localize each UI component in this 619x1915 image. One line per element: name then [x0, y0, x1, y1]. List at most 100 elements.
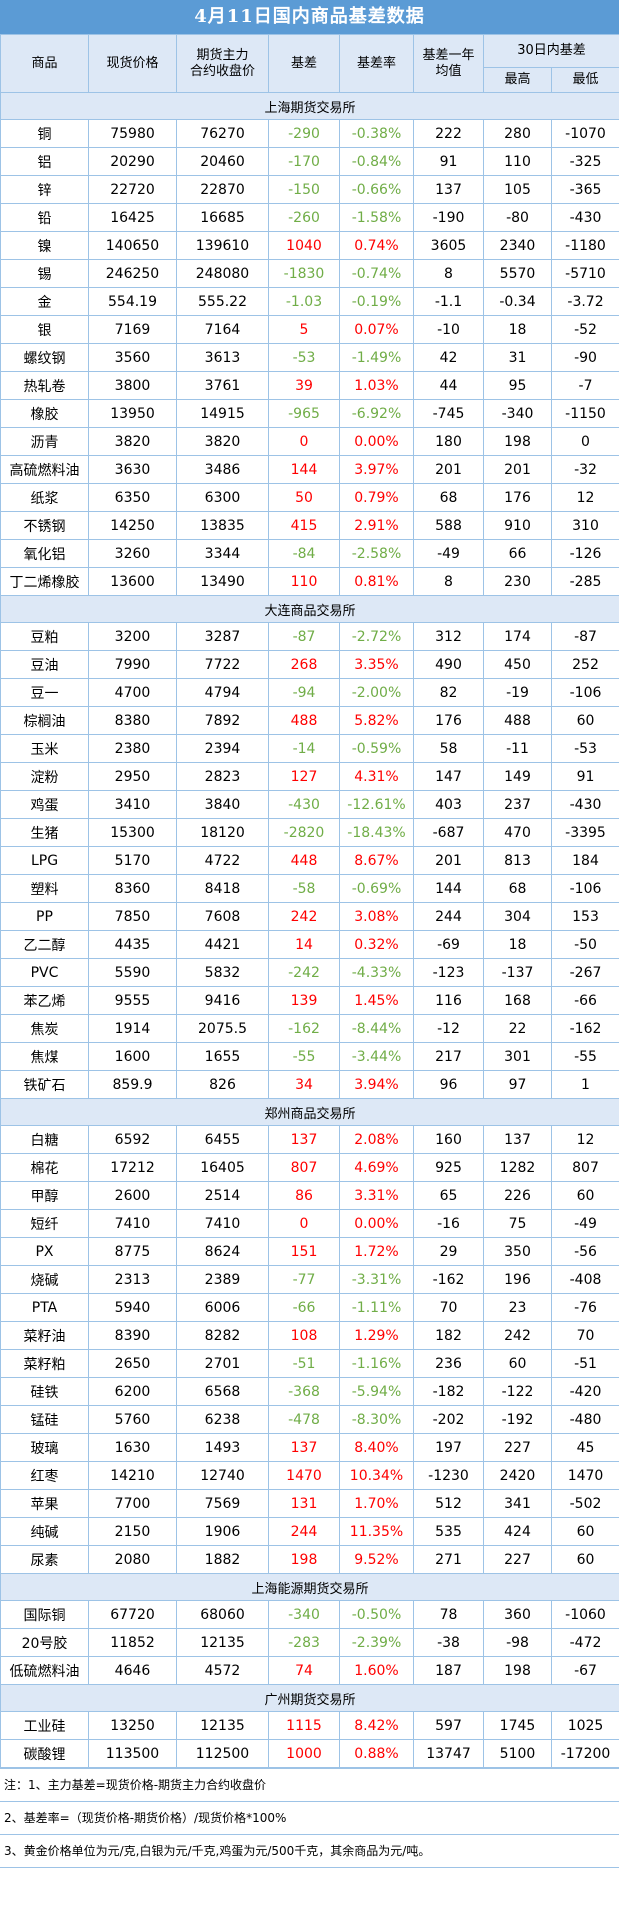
cell-high: 301: [483, 1042, 552, 1071]
cell-name: PTA: [0, 1293, 89, 1322]
cell-spot: 13250: [88, 1711, 177, 1740]
cell-name: 铝: [0, 147, 89, 176]
cell-basis: 144: [268, 455, 340, 484]
cell-spot: 14250: [88, 511, 177, 540]
cell-basis-rate: -5.94%: [339, 1377, 414, 1406]
table-row: 玻璃 1630 1493 137 8.40% 197 227 45: [0, 1433, 619, 1462]
cell-low: -480: [550, 1405, 619, 1434]
cell-futures: 4722: [176, 846, 269, 875]
cell-low: -106: [550, 678, 619, 707]
cell-high: -19: [483, 678, 552, 707]
cell-spot: 4700: [88, 678, 177, 707]
table-row: 菜籽油 8390 8282 108 1.29% 182 242 70: [0, 1321, 619, 1350]
table-row: 甲醇 2600 2514 86 3.31% 65 226 60: [0, 1181, 619, 1210]
cell-basis-rate: 0.07%: [339, 315, 414, 344]
cell-basis: -55: [268, 1042, 340, 1071]
basis-table: 商品 现货价格 期货主力 合约收盘价 基差 基差率 基差一年 均值 30日内基差 最…: [0, 34, 619, 1768]
cell-high: 230: [483, 567, 552, 596]
cell-low: -17200: [550, 1739, 619, 1768]
cell-futures: 7608: [176, 902, 269, 931]
cell-spot: 7990: [88, 650, 177, 679]
cell-high: -11: [483, 734, 552, 763]
cell-futures: 7722: [176, 650, 269, 679]
cell-basis: -1830: [268, 259, 340, 288]
table-row: 豆油 7990 7722 268 3.35% 490 450 252: [0, 650, 619, 679]
cell-futures: 68060: [176, 1600, 269, 1629]
table-row: PVC 5590 5832 -242 -4.33% -123 -137 -267: [0, 958, 619, 987]
table-row: 银 7169 7164 5 0.07% -10 18 -52: [0, 315, 619, 344]
cell-high: -80: [483, 203, 552, 232]
cell-basis-rate: 0.74%: [339, 231, 414, 260]
cell-futures: 2394: [176, 734, 269, 763]
cell-high: 149: [483, 762, 552, 791]
cell-year-avg: 271: [413, 1545, 484, 1574]
cell-spot: 4646: [88, 1656, 177, 1685]
cell-name: 塑料: [0, 874, 89, 903]
table-row: 棉花 17212 16405 807 4.69% 925 1282 807: [0, 1153, 619, 1182]
cell-basis: 139: [268, 986, 340, 1015]
cell-basis: 131: [268, 1489, 340, 1518]
cell-basis: 198: [268, 1545, 340, 1574]
cell-basis: -965: [268, 399, 340, 428]
note-line: 3、黄金价格单位为元/克,白银为元/千克,鸡蛋为元/500千克，其余商品为元/吨…: [0, 1835, 619, 1868]
cell-futures: 2514: [176, 1181, 269, 1210]
cell-basis-rate: -0.50%: [339, 1600, 414, 1629]
cell-basis: -340: [268, 1600, 340, 1629]
cell-low: 1: [550, 1070, 619, 1099]
cell-year-avg: -162: [413, 1265, 484, 1294]
cell-low: 60: [550, 1181, 619, 1210]
cell-basis: -260: [268, 203, 340, 232]
cell-futures: 6238: [176, 1405, 269, 1434]
cell-spot: 16425: [88, 203, 177, 232]
cell-futures: 1882: [176, 1545, 269, 1574]
cell-name: 铅: [0, 203, 89, 232]
cell-spot: 13950: [88, 399, 177, 428]
table-row: 棕榈油 8380 7892 488 5.82% 176 488 60: [0, 706, 619, 735]
cell-year-avg: 44: [413, 371, 484, 400]
cell-high: -122: [483, 1377, 552, 1406]
table-row: 20号胶 11852 12135 -283 -2.39% -38 -98 -472: [0, 1628, 619, 1657]
cell-basis-rate: -4.33%: [339, 958, 414, 987]
cell-futures: 16405: [176, 1153, 269, 1182]
cell-basis: 39: [268, 371, 340, 400]
table-row: 锰硅 5760 6238 -478 -8.30% -202 -192 -480: [0, 1405, 619, 1434]
cell-basis: -51: [268, 1349, 340, 1378]
cell-low: -51: [550, 1349, 619, 1378]
cell-name: 菜籽油: [0, 1321, 89, 1350]
cell-basis: 127: [268, 762, 340, 791]
cell-spot: 2600: [88, 1181, 177, 1210]
cell-basis-rate: 0.79%: [339, 483, 414, 512]
basis-report: 4月11日国内商品基差数据 商品 现货价格 期货主力 合约收盘价 基差 基差率 基…: [0, 0, 619, 1868]
cell-low: -420: [550, 1377, 619, 1406]
cell-name: 橡胶: [0, 399, 89, 428]
cell-high: 910: [483, 511, 552, 540]
cell-spot: 859.9: [88, 1070, 177, 1099]
cell-low: -472: [550, 1628, 619, 1657]
cell-low: -1070: [550, 119, 619, 148]
exchange-row: 大连商品交易所: [0, 595, 619, 623]
cell-name: 银: [0, 315, 89, 344]
table-row: 淀粉 2950 2823 127 4.31% 147 149 91: [0, 762, 619, 791]
cell-low: -502: [550, 1489, 619, 1518]
cell-spot: 3560: [88, 343, 177, 372]
table-row: 苯乙烯 9555 9416 139 1.45% 116 168 -66: [0, 986, 619, 1015]
cell-spot: 2950: [88, 762, 177, 791]
notes: 注：1、主力基差=现货价格-期货主力合约收盘价 2、基差率=（现货价格-期货价格）…: [0, 1768, 619, 1868]
cell-basis: -368: [268, 1377, 340, 1406]
cell-spot: 1600: [88, 1042, 177, 1071]
cell-name: 沥青: [0, 427, 89, 456]
table-row: 铅 16425 16685 -260 -1.58% -190 -80 -430: [0, 203, 619, 232]
cell-basis-rate: -12.61%: [339, 790, 414, 819]
cell-high: -137: [483, 958, 552, 987]
cell-high: -340: [483, 399, 552, 428]
cell-basis: 1115: [268, 1711, 340, 1740]
cell-futures: 5832: [176, 958, 269, 987]
cell-high: 66: [483, 539, 552, 568]
cell-basis-rate: 10.34%: [339, 1461, 414, 1490]
cell-low: -7: [550, 371, 619, 400]
cell-futures: 7569: [176, 1489, 269, 1518]
cell-basis-rate: -0.84%: [339, 147, 414, 176]
cell-high: 60: [483, 1349, 552, 1378]
cell-basis: 1000: [268, 1739, 340, 1768]
cell-basis: 244: [268, 1517, 340, 1546]
